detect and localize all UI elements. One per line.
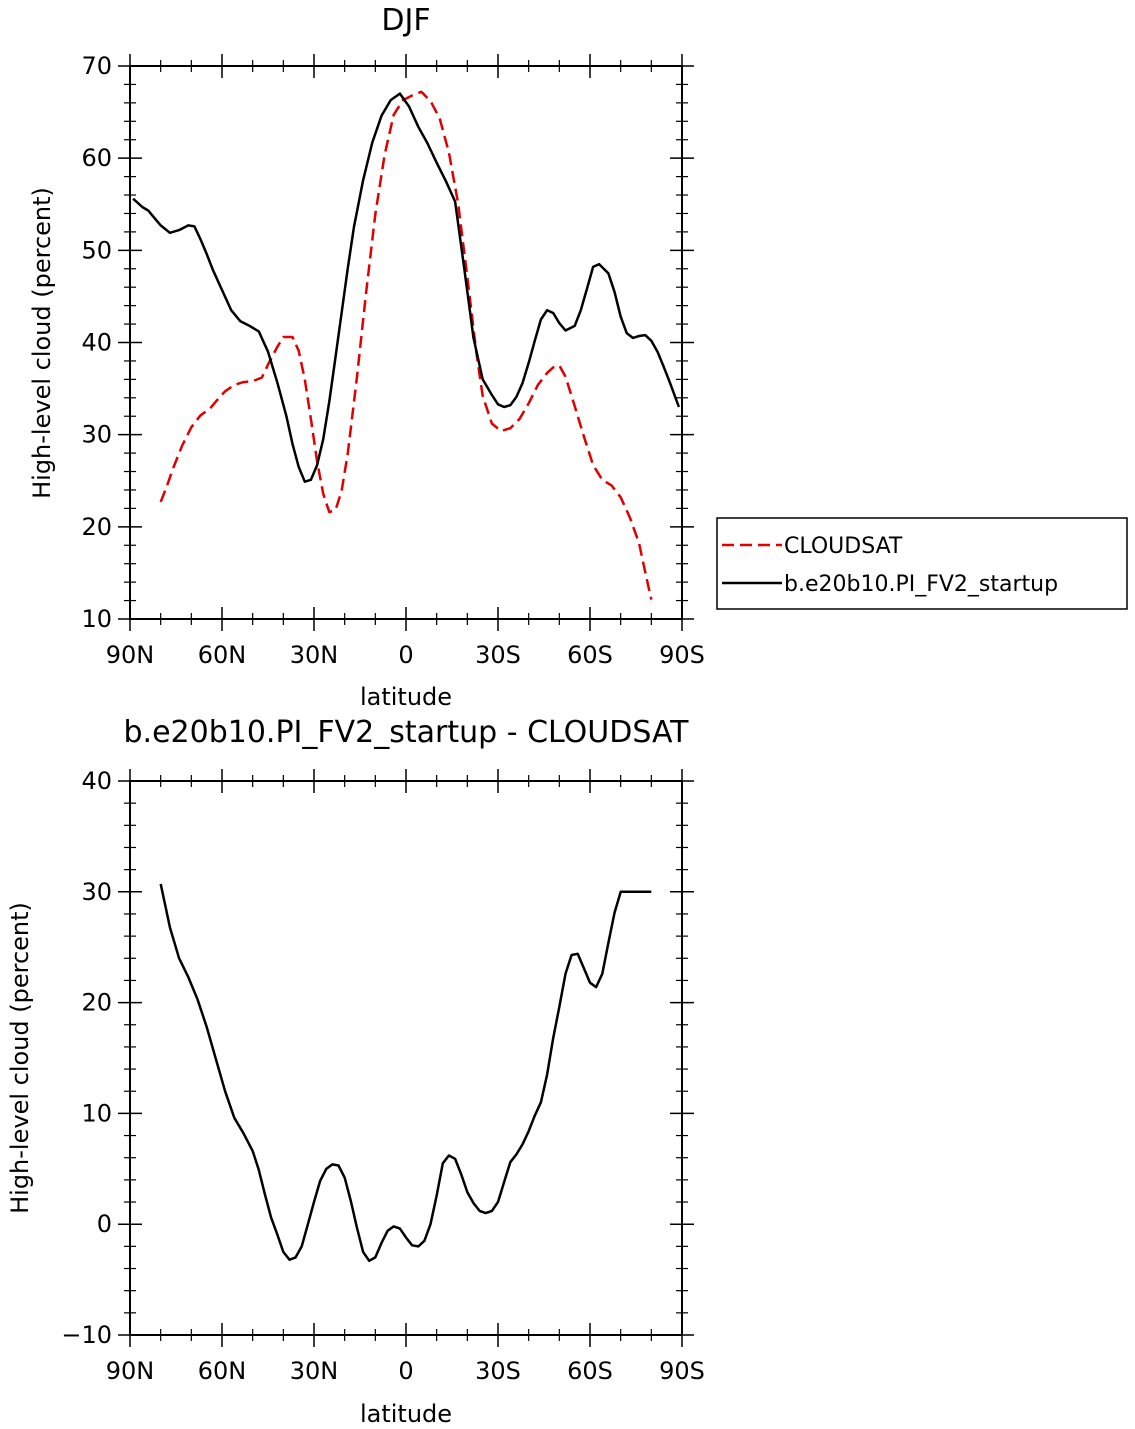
chart-bottom-y-tick-label: 20 xyxy=(81,989,112,1017)
chart-top-y-axis-label: High-level cloud (percent) xyxy=(28,187,56,499)
chart-top: DJF 10 20 30 40 50 60 70 90N 60N 30N 0 30S 60S 90S l… xyxy=(28,3,705,711)
chart-top-x-tick-label: 90N xyxy=(106,641,155,669)
chart-bottom-y-tick-labels: −10 0 10 20 30 40 xyxy=(61,767,112,1349)
chart-bottom-x-tick-label: 60N xyxy=(198,1357,247,1385)
chart-top-series xyxy=(132,90,681,600)
series-line-b-e20b10-pi-fv2-startup xyxy=(132,92,681,483)
chart-top-ticks xyxy=(118,54,694,631)
chart-top-y-tick-label: 40 xyxy=(81,329,112,357)
chart-top-x-tick-label: 60S xyxy=(567,641,613,669)
chart-bottom-x-tick-label: 30N xyxy=(290,1357,339,1385)
chart-bottom-x-tick-label: 90S xyxy=(659,1357,705,1385)
chart-bottom: b.e20b10.PI_FV2_startup - CLOUDSAT −10 0 1… xyxy=(6,715,705,1428)
chart-top-y-tick-label: 50 xyxy=(81,236,112,264)
chart-bottom-x-tick-label: 30S xyxy=(475,1357,521,1385)
chart-top-x-tick-label: 0 xyxy=(398,641,413,669)
chart-top-y-tick-label: 60 xyxy=(81,144,112,172)
chart-bottom-x-axis-label: latitude xyxy=(360,1400,452,1428)
chart-top-frame xyxy=(129,65,683,620)
chart-bottom-title: b.e20b10.PI_FV2_startup - CLOUDSAT xyxy=(124,715,690,750)
chart-bottom-y-tick-label: 0 xyxy=(97,1210,112,1238)
legend: CLOUDSAT b.e20b10.PI_FV2_startup xyxy=(716,517,1128,610)
chart-bottom-y-tick-label: 40 xyxy=(81,767,112,795)
chart-bottom-x-tick-label: 60S xyxy=(567,1357,613,1385)
chart-top-x-tick-label: 90S xyxy=(659,641,705,669)
chart-top-y-tick-label: 20 xyxy=(81,513,112,541)
legend-label-cloudsat: CLOUDSAT xyxy=(784,534,903,559)
chart-bottom-frame xyxy=(129,780,683,1336)
series-line-cloudsat xyxy=(159,90,653,600)
chart-top-title: DJF xyxy=(381,3,430,38)
chart-bottom-series-line xyxy=(159,883,652,1263)
chart-bottom-series xyxy=(159,883,652,1263)
chart-top-x-axis-label: latitude xyxy=(360,683,452,711)
chart-top-y-tick-labels: 10 20 30 40 50 60 70 xyxy=(81,52,112,633)
legend-box xyxy=(716,517,1128,610)
chart-bottom-y-tick-label: 30 xyxy=(81,878,112,906)
chart-bottom-ticks xyxy=(118,769,694,1347)
chart-top-x-tick-labels: 90N 60N 30N 0 30S 60S 90S xyxy=(106,641,705,669)
chart-top-x-tick-label: 60N xyxy=(198,641,247,669)
chart-top-x-tick-label: 30S xyxy=(475,641,521,669)
chart-bottom-x-tick-label: 0 xyxy=(398,1357,413,1385)
chart-bottom-y-axis-label: High-level cloud (percent) xyxy=(6,902,34,1214)
chart-top-y-tick-label: 10 xyxy=(81,605,112,633)
chart-bottom-x-tick-labels: 90N 60N 30N 0 30S 60S 90S xyxy=(106,1357,705,1385)
chart-bottom-x-tick-label: 90N xyxy=(106,1357,155,1385)
chart-top-y-tick-label: 70 xyxy=(81,52,112,80)
legend-label-model: b.e20b10.PI_FV2_startup xyxy=(784,572,1058,597)
chart-bottom-y-tick-label: 10 xyxy=(81,1099,112,1127)
chart-bottom-y-tick-label: −10 xyxy=(61,1321,112,1349)
chart-top-x-tick-label: 30N xyxy=(290,641,339,669)
chart-top-y-tick-label: 30 xyxy=(81,421,112,449)
